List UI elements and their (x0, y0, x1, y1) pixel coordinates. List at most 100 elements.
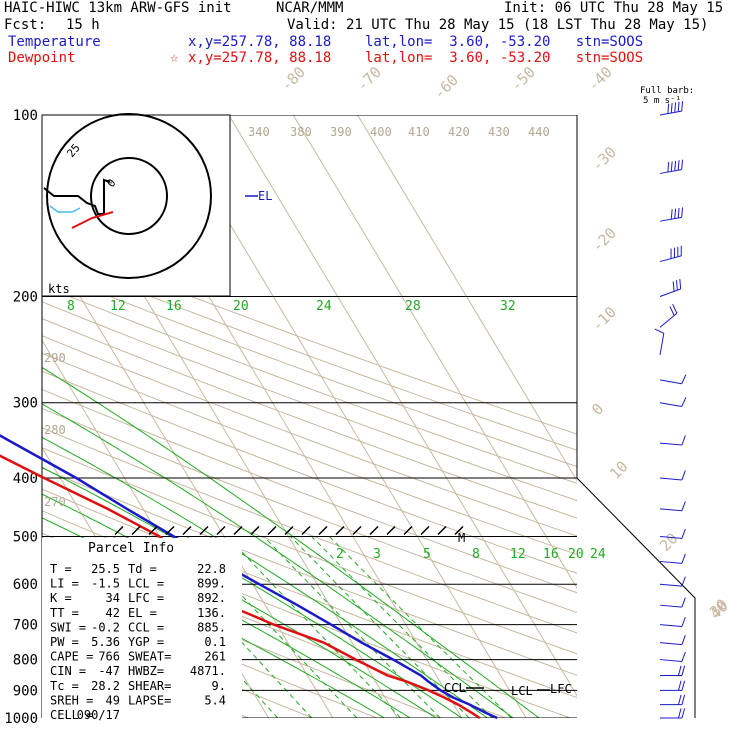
wind-barb-flag (681, 101, 684, 112)
parcel-info-cell: 766 (98, 650, 120, 664)
parcel-info-cell: LCL = (128, 577, 164, 591)
melting-level-annotation: M (458, 531, 465, 545)
dry-adiabat-label: 410 (408, 125, 430, 139)
wind-barb-flag (681, 528, 686, 539)
dry-adiabat-line (42, 447, 577, 655)
wind-barb-flag (674, 160, 677, 171)
parcel-info-cell: 25.5 (91, 562, 120, 576)
parcel-info-title: Parcel Info (88, 541, 174, 556)
hatch-mark (267, 525, 277, 536)
wind-barb-flag (669, 306, 675, 316)
isotherm-label: -10 (588, 303, 620, 335)
moist-adiabat-label: 24 (316, 299, 332, 314)
valid-time: Valid: 21 UTC Thu 28 May 15 (18 LST Thu … (287, 17, 709, 33)
parcel-info-cell: -47 (98, 664, 120, 678)
mixing-ratio-line (227, 536, 402, 718)
wind-barb-flag (681, 694, 686, 705)
parcel-info-cell: Tc = (50, 679, 79, 693)
wind-barb-flag (670, 103, 673, 114)
wind-barb-flag (667, 162, 670, 173)
hatch-mark (216, 525, 226, 536)
dry-adiabat-line (42, 335, 577, 537)
parcel-info-cell: YGP = (128, 635, 164, 649)
lfc-annotation: LFC (550, 682, 572, 696)
wind-barb-flag (677, 665, 682, 676)
wind-barb-flag (679, 278, 682, 290)
dry-adiabat-label: 390 (330, 125, 352, 139)
parcel-info-cell: CIN = (50, 664, 86, 678)
hatch-mark (403, 525, 413, 536)
parcel-info-cell: 0.1 (204, 635, 226, 649)
parcel-info-cell: 5.4 (204, 693, 226, 707)
wind-barb-flag (681, 374, 687, 384)
pressure-tick-label: 100 (13, 108, 38, 124)
fcst-value: 15 h (66, 17, 100, 33)
wind-barb-staff (659, 255, 682, 263)
wind-barb-flag (654, 328, 665, 334)
mixing-ratio-label: 24 (590, 547, 606, 562)
dry-adiabat-label: 430 (488, 125, 510, 139)
dry-adiabat-label: 440 (528, 125, 550, 139)
wind-barb-flag (681, 159, 684, 170)
isotherm-line (228, 115, 577, 697)
hodograph-ring-outer (46, 113, 212, 279)
wind-barb-staff (659, 583, 682, 587)
dry-adiabat-line (42, 352, 577, 555)
mixing-ratio-line (311, 536, 493, 718)
moist-adiabat-line (42, 403, 514, 718)
model-title: HAIC-HIWC 13km ARW-GFS init (4, 0, 232, 16)
hodograph-trace-upper (71, 211, 114, 229)
hodograph-trace-mid (49, 205, 81, 213)
wind-barb-flag (681, 708, 686, 719)
dry-adiabat-line (42, 284, 577, 484)
wind-barb-flag (681, 680, 686, 691)
hatch-mark (318, 525, 328, 536)
wind-barb-staff (659, 642, 682, 646)
fcst-label: Fcst: (4, 17, 47, 33)
mixing-ratio-label: 8 (472, 547, 480, 562)
parcel-info-cell: 4871. (190, 664, 226, 678)
parcel-info-cell: CAPE = (50, 650, 93, 664)
dry-adiabat-label: 290 (44, 351, 66, 365)
parcel-info-cell: 34 (106, 591, 120, 605)
dry-adiabat-label: 340 (248, 125, 270, 139)
dewpoint-legend-info: x,y=257.78, 88.18 lat,lon= 3.60, -53.20 … (188, 50, 644, 66)
isotherm-label: -60 (430, 71, 462, 103)
parcel-info-cell: 42 (106, 606, 120, 620)
mixing-ratio-label: 16 (543, 547, 559, 562)
dry-adiabat-line (42, 427, 577, 634)
hodograph-box (41, 114, 231, 297)
wind-barb-flag (681, 597, 686, 608)
hatch-mark (199, 525, 209, 536)
hatch-mark (148, 525, 158, 536)
parcel-info-cell: SREH = (50, 693, 93, 707)
dry-adiabat-line (42, 253, 577, 451)
pressure-tick-label: 200 (13, 290, 38, 306)
wind-barb-staff (659, 535, 682, 539)
wind-barb-staff (659, 624, 682, 628)
pressure-tick-label: 400 (13, 471, 38, 487)
parcel-info-cell: 892. (197, 591, 226, 605)
parcel-info-cell: K = (50, 591, 72, 605)
parcel-info-cell: LAPSE= (128, 693, 171, 707)
wind-barb-flag (667, 103, 670, 114)
moist-adiabat-line (42, 366, 540, 718)
isotherm-label: -20 (588, 224, 620, 256)
hatch-mark (352, 525, 362, 536)
pressure-tick-label: 300 (13, 396, 38, 412)
parcel-info-box (42, 538, 242, 720)
parcel-info-cell: 136. (197, 606, 226, 620)
parcel-info-cell: TT = (50, 606, 79, 620)
parcel-info-cell: 899. (197, 577, 226, 591)
mixing-ratio-label: 2 (336, 547, 344, 562)
mixing-ratio-line (290, 536, 470, 718)
wind-barb-flag (677, 101, 680, 112)
wind-barb-flag (681, 501, 686, 511)
parcel-info-cell: EL = (128, 606, 157, 620)
hatch-mark (284, 525, 294, 536)
dry-adiabat-line (42, 467, 577, 676)
parcel-info-cell: -1.5 (91, 577, 120, 591)
parcel-info-cell: 49 (106, 693, 120, 707)
hatch-mark (250, 525, 260, 536)
